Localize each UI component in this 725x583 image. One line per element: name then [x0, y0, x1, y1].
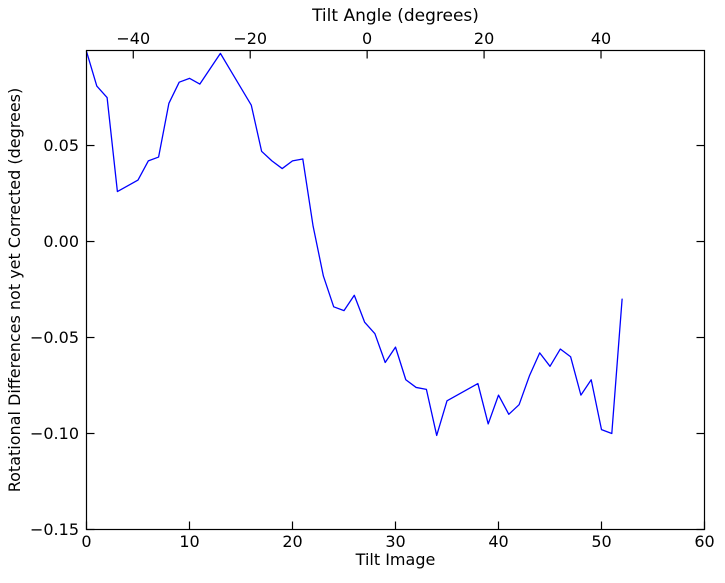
bottom-tick-label: 30 — [385, 532, 405, 551]
top-tick-label: 20 — [474, 29, 494, 48]
bottom-tick-label: 0 — [81, 532, 91, 551]
plot-area — [86, 50, 705, 530]
x-axis-label: Tilt Image — [355, 550, 436, 569]
bottom-tick-label: 20 — [282, 532, 302, 551]
top-axis-title: Tilt Angle (degrees) — [311, 6, 479, 26]
data-line — [85, 50, 623, 437]
left-tick-label: 0.00 — [43, 232, 79, 251]
left-tick-label: 0.05 — [43, 136, 79, 155]
bottom-tick-label: 40 — [488, 532, 508, 551]
axis-tick-labels: 0 10 20 30 40 50 60 0.05 0.00 −0.05 −0.10 −0.15 −40 −… — [30, 29, 715, 551]
top-tick-label: 40 — [591, 29, 611, 48]
top-tick-label: −40 — [116, 29, 150, 48]
axes-frame — [85, 49, 706, 531]
axis-ticks — [85, 50, 706, 531]
top-tick-label: 0 — [362, 29, 372, 48]
left-tick-label: −0.10 — [30, 424, 79, 443]
bottom-tick-label: 50 — [591, 532, 611, 551]
y-axis-label: Rotational Differences not yet Corrected… — [5, 88, 24, 493]
bottom-tick-label: 60 — [694, 532, 714, 551]
top-tick-label: −20 — [233, 29, 267, 48]
bottom-tick-label: 10 — [179, 532, 199, 551]
left-tick-label: −0.15 — [30, 520, 79, 539]
left-tick-label: −0.05 — [30, 328, 79, 347]
